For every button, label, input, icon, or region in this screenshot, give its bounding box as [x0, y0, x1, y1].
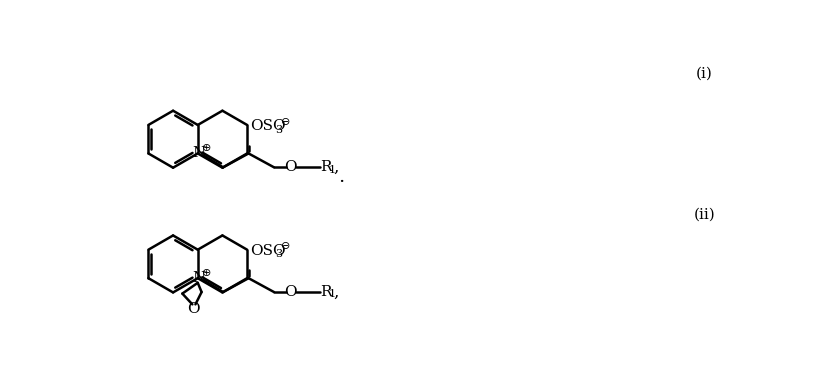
Text: O: O: [188, 302, 200, 316]
Text: O: O: [285, 160, 297, 174]
Text: ,: ,: [333, 284, 339, 301]
Text: ,: ,: [333, 159, 339, 176]
Text: OSO: OSO: [250, 244, 286, 258]
Text: .: .: [339, 168, 345, 186]
Text: (i): (i): [696, 67, 713, 81]
Text: O: O: [285, 285, 297, 299]
Text: R: R: [320, 285, 332, 299]
Text: $\oplus$: $\oplus$: [201, 142, 211, 153]
Text: $\ominus$: $\ominus$: [280, 240, 290, 251]
Text: (ii): (ii): [694, 207, 715, 222]
Text: N: N: [192, 146, 205, 160]
Text: R: R: [320, 160, 332, 174]
Text: 3: 3: [276, 124, 282, 135]
Text: 1: 1: [329, 165, 336, 175]
Text: $\ominus$: $\ominus$: [280, 115, 290, 127]
Text: 3: 3: [276, 249, 282, 259]
Text: OSO: OSO: [250, 119, 286, 133]
Text: N: N: [192, 271, 205, 285]
Text: 1: 1: [329, 289, 336, 300]
Text: $\oplus$: $\oplus$: [201, 266, 211, 278]
